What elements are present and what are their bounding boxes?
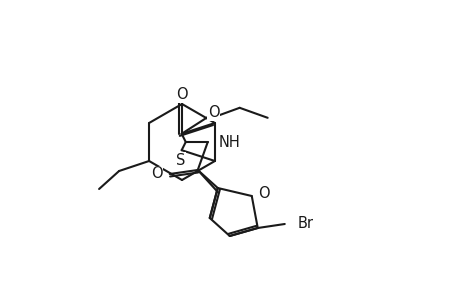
Text: NH: NH	[218, 134, 240, 149]
Text: O: O	[257, 187, 269, 202]
Text: O: O	[207, 105, 219, 120]
Text: Br: Br	[297, 217, 313, 232]
Text: O: O	[151, 167, 162, 182]
Text: O: O	[175, 87, 187, 102]
Text: S: S	[176, 153, 185, 168]
